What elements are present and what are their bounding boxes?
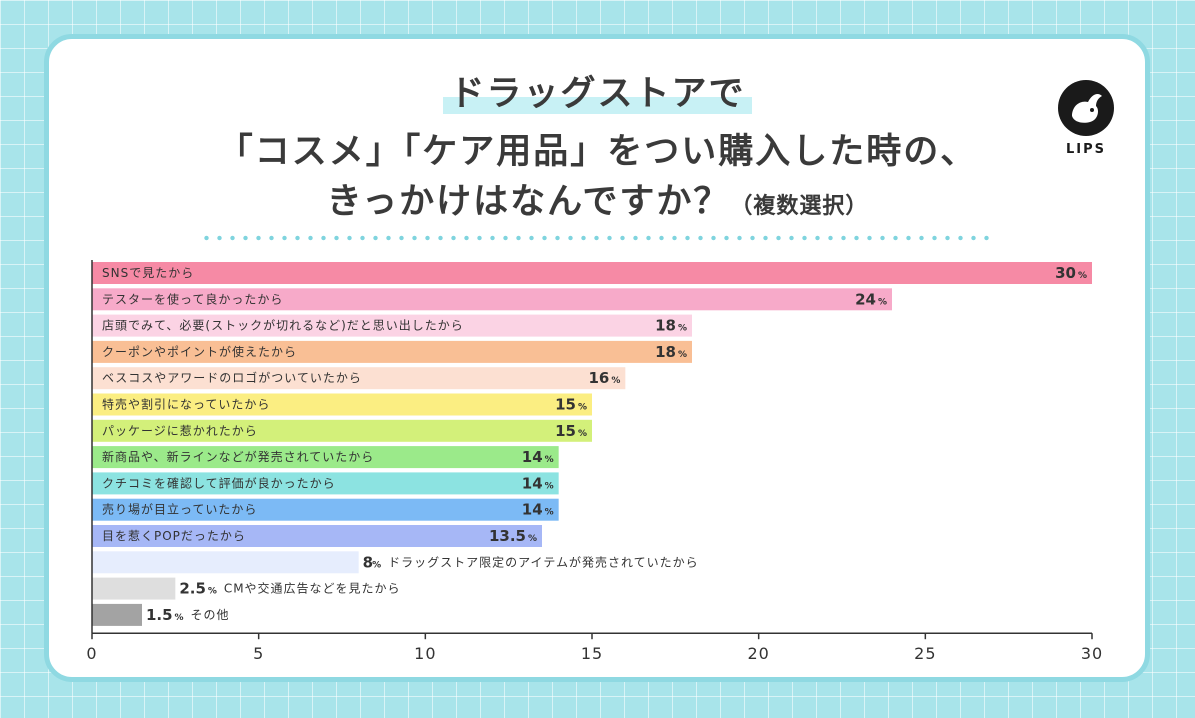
x-tick-label: 10 xyxy=(414,644,436,663)
bar-5 xyxy=(92,367,626,390)
value-unit: % xyxy=(578,403,587,413)
value-unit: % xyxy=(545,508,554,518)
deer-logo-icon xyxy=(1058,80,1114,136)
bar-4 xyxy=(92,340,692,363)
bar-12 xyxy=(92,551,359,574)
chart-title-main: きっかけはなんですか？ xyxy=(326,182,731,222)
bar-14 xyxy=(92,603,142,626)
value-unit: % xyxy=(611,376,620,386)
x-tick-label: 5 xyxy=(253,644,264,663)
bar-3 xyxy=(92,314,692,337)
bar-1 xyxy=(92,262,1092,284)
value-unit: % xyxy=(578,429,587,439)
bar-7 xyxy=(92,419,592,442)
category-label: SNSで見たから xyxy=(102,266,194,280)
value-label: 18 xyxy=(655,317,676,335)
chart-title-line-1: ドラッグストアで xyxy=(0,72,1195,116)
x-tick-label: 25 xyxy=(914,644,936,663)
value-unit: % xyxy=(208,587,217,597)
category-label: ドラッグストア限定のアイテムが発売されていたから xyxy=(388,554,698,569)
value-label: 24 xyxy=(855,290,876,308)
chart-title-note: （複数選択） xyxy=(730,194,869,219)
bar-2 xyxy=(92,288,892,311)
category-label: CMや交通広告などを見たから xyxy=(224,581,401,596)
category-label: 新商品や、新ラインなどが発売されていたから xyxy=(102,449,374,464)
category-label: ベスコスやアワードのロゴがついていたから xyxy=(102,370,362,385)
value-label: 2.5 xyxy=(179,580,206,598)
value-unit: % xyxy=(1078,271,1087,281)
value-unit: % xyxy=(545,455,554,465)
value-label: 14 xyxy=(522,474,543,492)
x-tick-label: 15 xyxy=(581,644,603,663)
bar-11 xyxy=(92,525,542,547)
value-unit: % xyxy=(678,350,687,360)
category-label: その他 xyxy=(191,608,230,622)
x-tick-label: 30 xyxy=(1081,644,1103,663)
value-unit: % xyxy=(545,481,554,491)
value-label: 15 xyxy=(555,396,576,414)
x-tick-label: 0 xyxy=(86,644,97,663)
category-label: 目を惹くPOPだったから xyxy=(102,529,246,543)
value-label: 15 xyxy=(555,422,576,440)
value-label: 14 xyxy=(522,448,543,466)
category-label: テスターを使って良かったから xyxy=(102,291,283,306)
value-label: 18 xyxy=(655,343,676,361)
value-unit: % xyxy=(175,613,184,623)
value-label: 1.5 xyxy=(146,606,173,624)
bar-10 xyxy=(92,498,559,521)
bar-8 xyxy=(92,446,559,469)
category-label: 店頭でみて、必要(ストックが切れるなど)だと思い出したから xyxy=(102,318,464,333)
chart-title-line-2: 「コスメ」「ケア用品」をつい購入した時の、 xyxy=(217,132,978,172)
value-label: 30 xyxy=(1055,264,1076,282)
logo-text: LIPS xyxy=(1065,142,1106,157)
category-label: 売り場が目立っていたから xyxy=(102,502,257,517)
chart-title-line-3: きっかけはなんですか？（複数選択） xyxy=(0,180,1195,229)
value-unit: % xyxy=(528,534,537,544)
category-label: パッケージに惹かれたから xyxy=(102,424,258,438)
bar-6 xyxy=(92,393,592,416)
value-unit: % xyxy=(372,560,381,570)
category-label: 特売や割引になっていたから xyxy=(102,397,270,412)
value-label: 14 xyxy=(522,501,543,519)
category-label: クーポンやポイントが使えたから xyxy=(102,344,297,359)
dotted-divider xyxy=(200,235,995,241)
value-label: 8 xyxy=(363,553,373,571)
bar-13 xyxy=(92,577,176,600)
value-unit: % xyxy=(678,324,687,334)
category-label: クチコミを確認して評価が良かったから xyxy=(102,475,336,490)
value-label: 13.5 xyxy=(489,527,526,545)
x-tick-label: 20 xyxy=(747,644,769,663)
value-unit: % xyxy=(878,297,887,307)
bar-9 xyxy=(92,472,559,495)
value-label: 16 xyxy=(588,369,609,387)
